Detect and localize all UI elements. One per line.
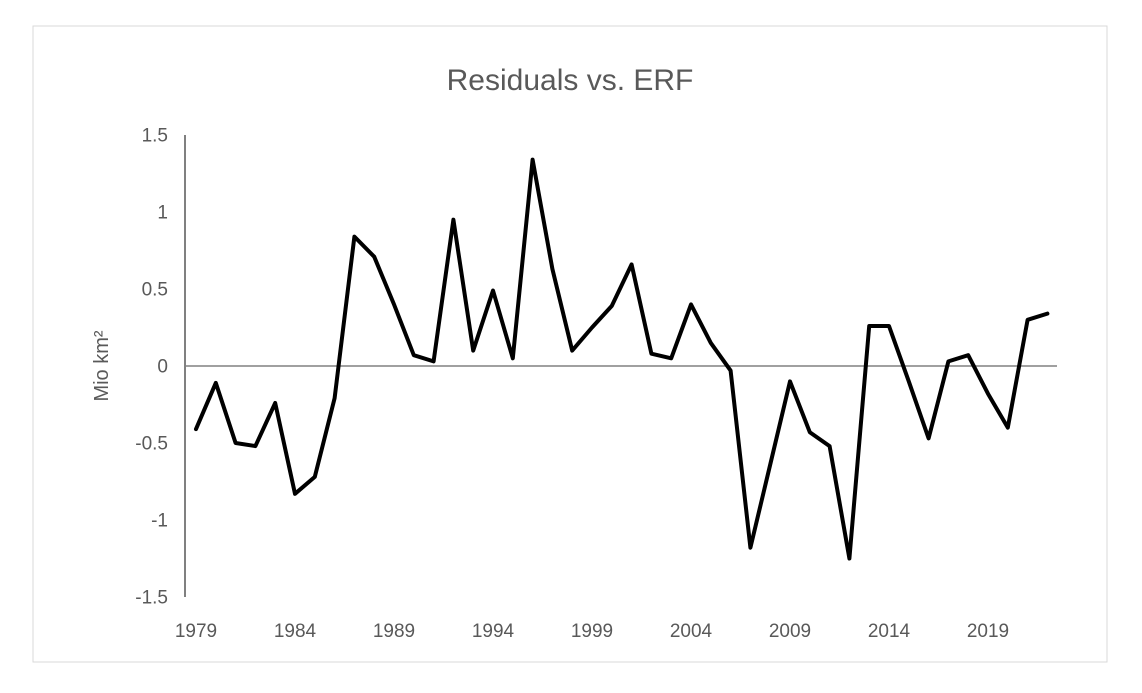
x-tick-label: 2014 <box>868 621 911 642</box>
chart-title: Residuals vs. ERF <box>447 64 694 97</box>
y-tick-label: -1.5 <box>135 588 168 609</box>
y-tick-label: 0 <box>157 357 168 378</box>
residuals-series-line <box>194 157 1050 561</box>
x-tick-label: 1999 <box>571 621 613 642</box>
y-tick-label: 1.5 <box>142 126 168 147</box>
x-tick-label: 2009 <box>769 621 811 642</box>
x-tick-label: 2004 <box>670 621 713 642</box>
x-tick-label: 1979 <box>175 621 217 642</box>
y-tick-label: -1 <box>151 511 168 532</box>
x-tick-label: 1994 <box>472 621 515 642</box>
plot-area: 1.5 1 0.5 0 -0.5 -1 -1.5 1979 1984 1989 1994 1999 20… <box>135 126 1057 642</box>
y-tick-label: -0.5 <box>135 434 168 455</box>
x-tick-label: 2019 <box>967 621 1009 642</box>
x-tick-label: 1989 <box>373 621 415 642</box>
y-tick-label: 1 <box>157 203 168 224</box>
y-tick-label: 0.5 <box>142 280 168 301</box>
y-axis-title: Mio km² <box>91 330 113 401</box>
x-tick-label: 1984 <box>274 621 317 642</box>
